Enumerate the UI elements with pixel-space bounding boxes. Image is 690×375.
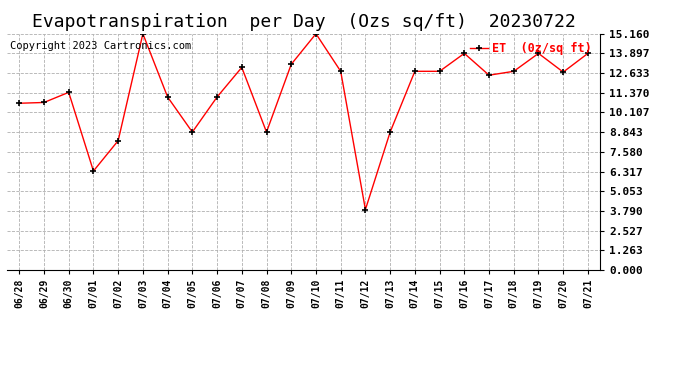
ET  (0z/sq ft): [435, 69, 444, 74]
ET  (0z/sq ft): [164, 95, 172, 99]
ET  (0z/sq ft): [337, 69, 345, 74]
ET  (0z/sq ft): [114, 138, 122, 143]
Title: Evapotranspiration  per Day  (Ozs sq/ft)  20230722: Evapotranspiration per Day (Ozs sq/ft) 2…: [32, 13, 575, 31]
ET  (0z/sq ft): [460, 51, 469, 56]
ET  (0z/sq ft): [584, 51, 592, 56]
ET  (0z/sq ft): [534, 51, 542, 56]
ET  (0z/sq ft): [411, 69, 419, 74]
Text: Copyright 2023 Cartronics.com: Copyright 2023 Cartronics.com: [10, 41, 191, 51]
ET  (0z/sq ft): [188, 130, 197, 134]
ET  (0z/sq ft): [65, 90, 73, 94]
ET  (0z/sq ft): [15, 101, 23, 105]
ET  (0z/sq ft): [237, 65, 246, 70]
ET  (0z/sq ft): [362, 207, 370, 212]
ET  (0z/sq ft): [386, 130, 394, 134]
Legend: ET  (0z/sq ft): ET (0z/sq ft): [468, 40, 594, 57]
ET  (0z/sq ft): [89, 169, 97, 173]
Line: ET  (0z/sq ft): ET (0z/sq ft): [16, 30, 591, 213]
ET  (0z/sq ft): [40, 100, 48, 105]
ET  (0z/sq ft): [485, 73, 493, 78]
ET  (0z/sq ft): [213, 95, 221, 99]
ET  (0z/sq ft): [139, 32, 147, 36]
ET  (0z/sq ft): [287, 62, 295, 66]
ET  (0z/sq ft): [510, 69, 518, 74]
ET  (0z/sq ft): [559, 70, 567, 74]
ET  (0z/sq ft): [312, 32, 320, 36]
ET  (0z/sq ft): [262, 130, 270, 134]
